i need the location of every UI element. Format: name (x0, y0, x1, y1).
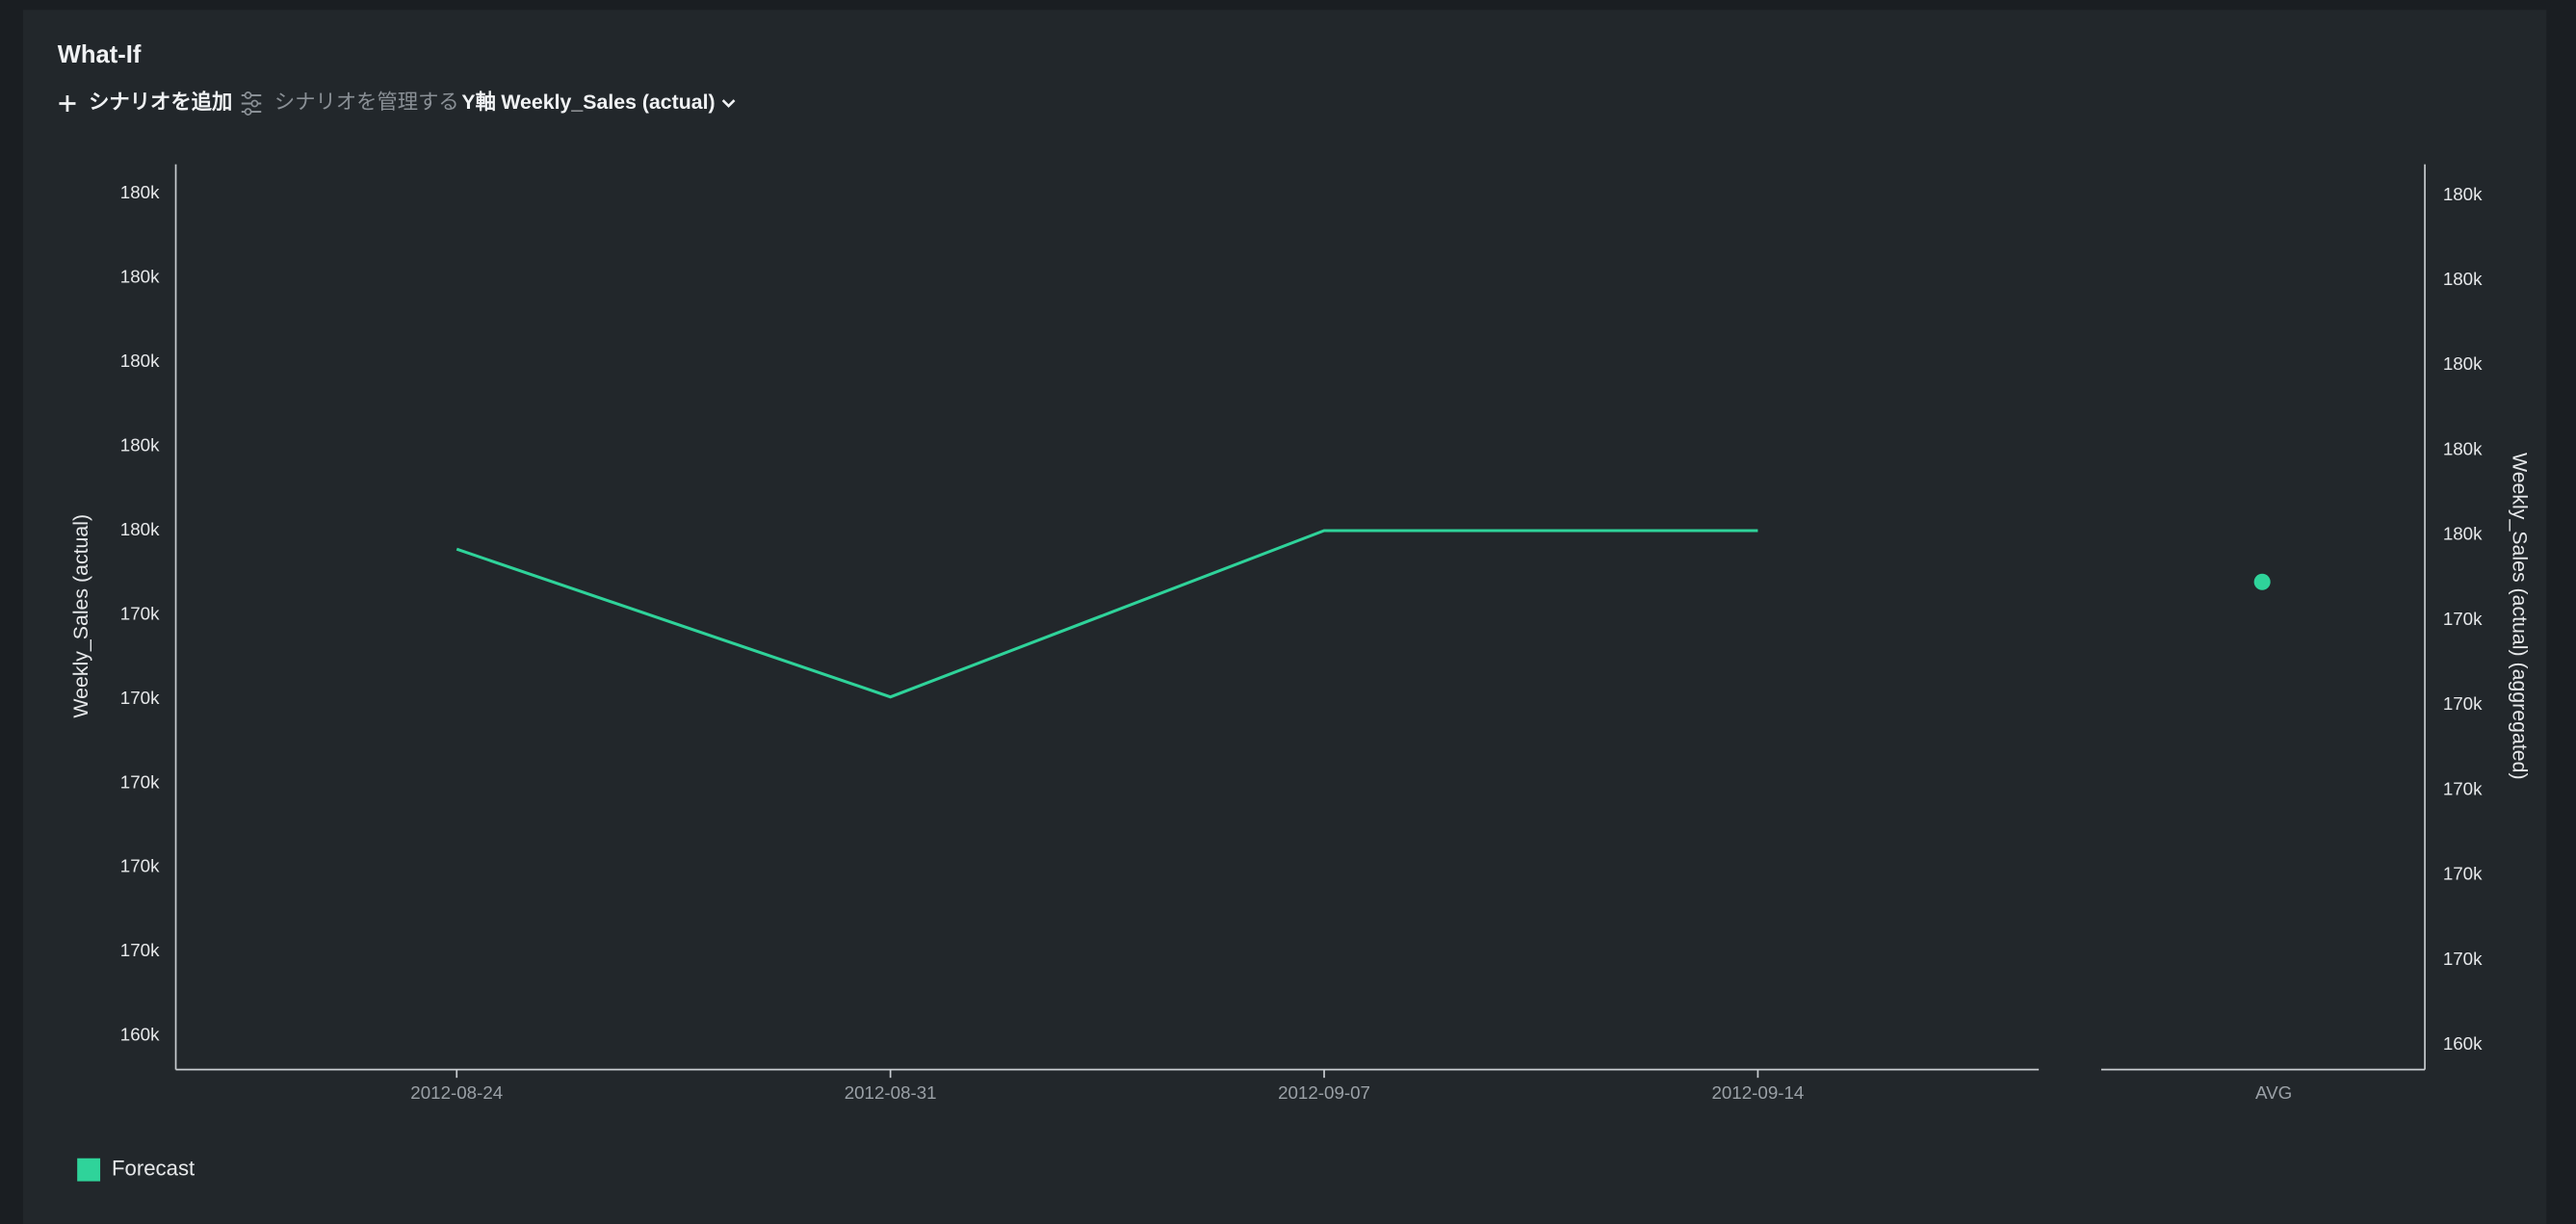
manage-scenarios-label: シナリオを管理する (274, 91, 459, 114)
slider-knob (244, 108, 252, 116)
manage-scenarios-button[interactable]: シナリオを管理する (241, 91, 459, 116)
y-axis-title: Weekly_Sales (actual) (69, 514, 92, 718)
y-axis-selector[interactable]: Y軸 Weekly_Sales (actual) (461, 90, 736, 114)
y2-tick-label: 180k (2443, 524, 2483, 544)
y2-tick-label: 180k (2443, 269, 2483, 289)
y2-tick-label: 180k (2443, 438, 2483, 458)
y2-tick-label: 160k (2443, 1033, 2483, 1054)
slider-knob (250, 99, 259, 108)
x-tick-label: 2012-09-14 (1711, 1082, 1804, 1103)
y-tick-label: 160k (120, 1025, 160, 1045)
y-tick-label: 180k (120, 435, 160, 456)
y2-tick-label: 170k (2443, 864, 2483, 884)
y2-tick-label: 170k (2443, 778, 2483, 798)
y2-axis-title: Weekly_Sales (actual) (aggregated) (2509, 453, 2532, 780)
plus-icon (59, 94, 76, 113)
x-tick-label: AVG (2255, 1082, 2292, 1103)
panel (22, 10, 2547, 1224)
slider-knob (244, 91, 252, 99)
y-tick-label: 170k (120, 603, 160, 623)
y-tick-label: 180k (120, 182, 160, 202)
y2-tick-label: 170k (2443, 949, 2483, 969)
y2-tick-label: 170k (2443, 609, 2483, 629)
y-tick-label: 180k (120, 267, 160, 287)
y2-tick-label: 180k (2443, 353, 2483, 374)
y-axis-value: Weekly_Sales (actual) (501, 91, 715, 114)
legend-label: Forecast (112, 1157, 195, 1181)
legend-swatch (77, 1158, 101, 1182)
x-tick-label: 2012-08-31 (845, 1082, 937, 1103)
add-scenario-label: シナリオを追加 (89, 90, 232, 114)
y2-tick-label: 170k (2443, 693, 2483, 714)
y-tick-label: 170k (120, 688, 160, 708)
y-tick-label: 170k (120, 856, 160, 876)
add-scenario-button[interactable]: シナリオを追加 (59, 90, 232, 114)
panel-title: What-If (58, 41, 142, 68)
x-tick-label: 2012-08-24 (410, 1082, 503, 1103)
data-line (455, 529, 1758, 699)
x-tick-label: 2012-09-07 (1278, 1082, 1370, 1103)
y-tick-label: 180k (120, 351, 160, 371)
y-tick-label: 180k (120, 519, 160, 539)
y2-tick-label: 180k (2443, 184, 2483, 204)
aggregate-point (2253, 573, 2271, 590)
y-tick-label: 170k (120, 771, 160, 792)
chevron-icon (721, 99, 736, 108)
y-tick-label: 170k (120, 940, 160, 960)
y-axis-prefix: Y軸 (461, 90, 496, 114)
